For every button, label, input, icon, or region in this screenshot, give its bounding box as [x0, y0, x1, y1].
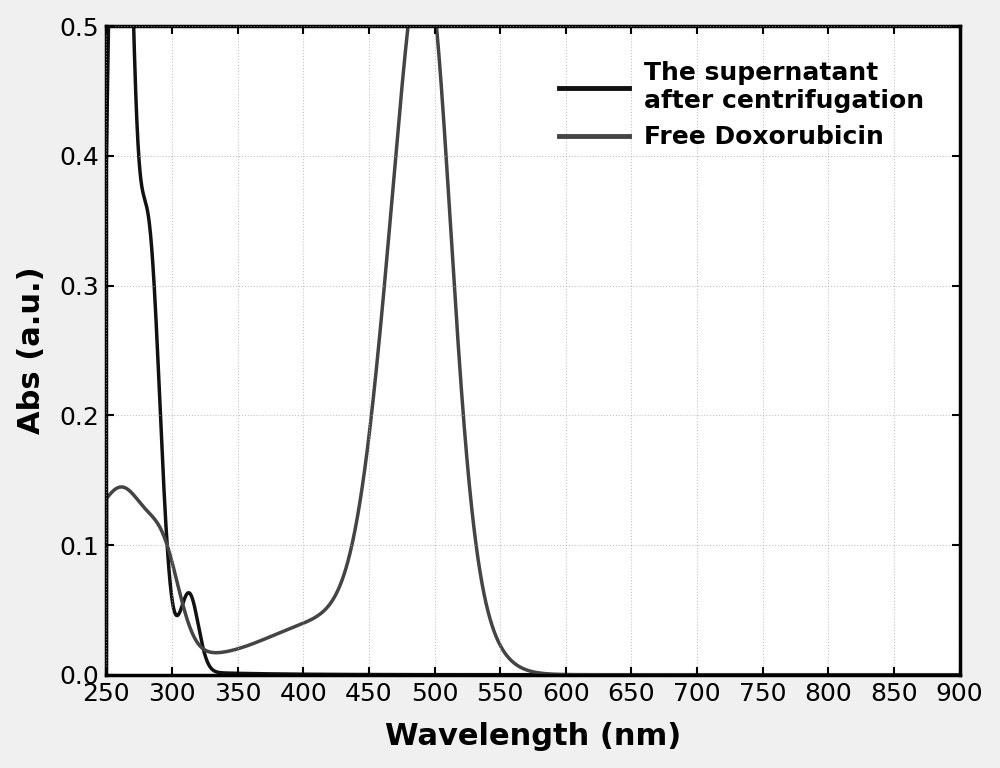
- Free Doxorubicin: [845, 670, 857, 680]
- Free Doxorubicin: [246, 640, 258, 649]
- Free Doxorubicin: [463, 480, 475, 489]
- Line: The supernatant
after centrifugation: The supernatant after centrifugation: [104, 0, 960, 675]
- X-axis label: Wavelength (nm): Wavelength (nm): [385, 723, 681, 751]
- The supernatant
after centrifugation: [98, 301, 110, 310]
- Free Doxorubicin: [195, 643, 207, 652]
- The supernatant
after centrifugation: [196, 637, 208, 647]
- Free Doxorubicin: [954, 670, 966, 680]
- The supernatant
after centrifugation: [845, 670, 857, 680]
- The supernatant
after centrifugation: [426, 670, 438, 679]
- Free Doxorubicin: [98, 670, 110, 680]
- Legend: The supernatant
after centrifugation, Free Doxorubicin: The supernatant after centrifugation, Fr…: [549, 51, 935, 160]
- Free Doxorubicin: [937, 670, 949, 680]
- Y-axis label: Abs (a.u.): Abs (a.u.): [17, 266, 46, 434]
- Line: Free Doxorubicin: Free Doxorubicin: [104, 0, 960, 675]
- The supernatant
after centrifugation: [954, 670, 966, 680]
- The supernatant
after centrifugation: [246, 669, 258, 678]
- The supernatant
after centrifugation: [463, 670, 475, 679]
- The supernatant
after centrifugation: [937, 670, 949, 680]
